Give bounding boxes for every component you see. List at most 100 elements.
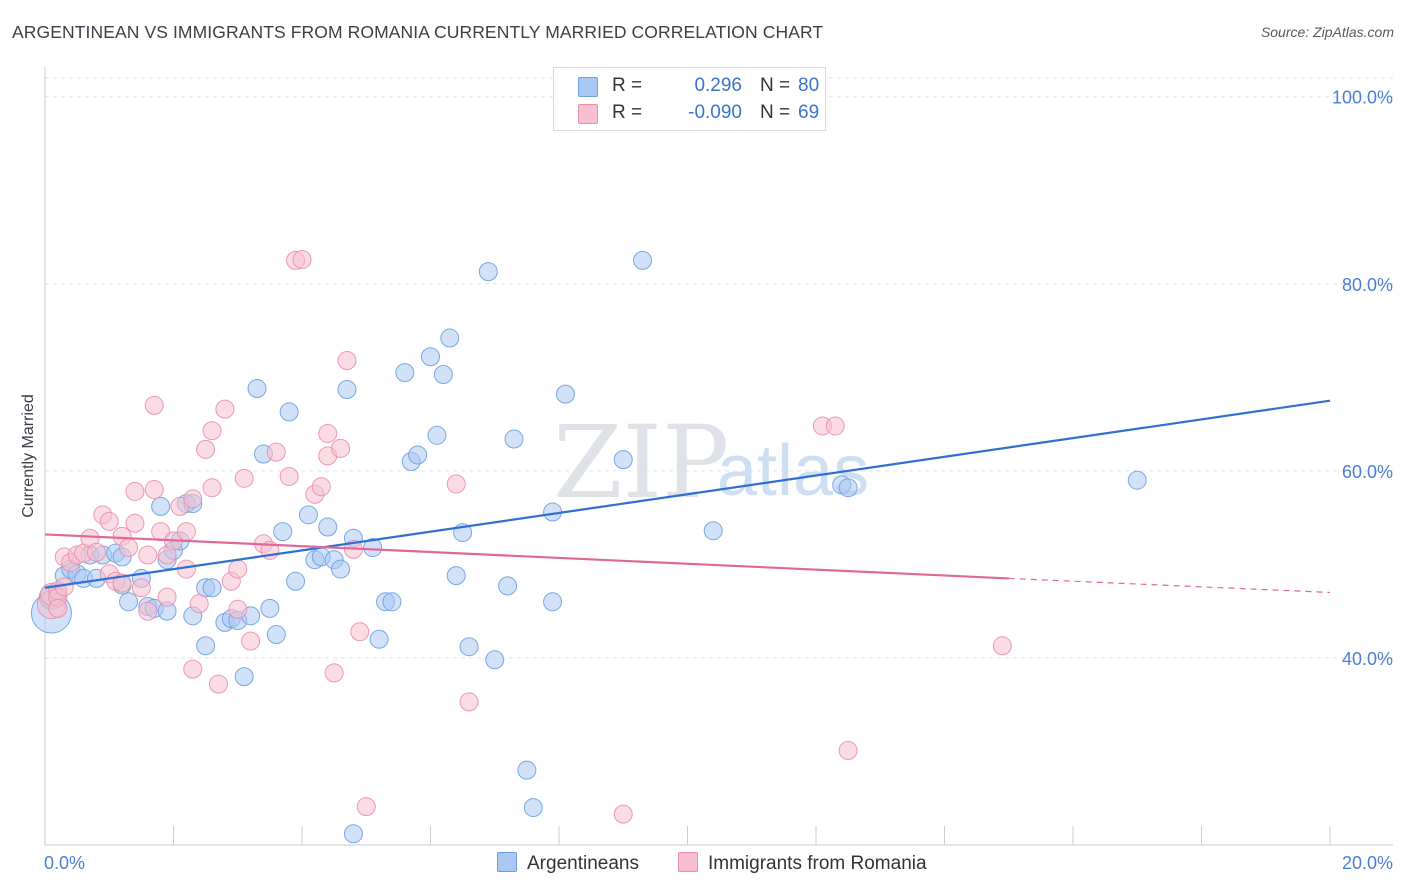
bottom-legend-argentineans: Argentineans <box>497 852 639 875</box>
bottom-legend-swatch-pink <box>678 852 698 872</box>
point-argentinean <box>440 328 460 348</box>
point-argentinean <box>446 566 466 586</box>
point-argentinean <box>119 592 139 612</box>
point-argentinean <box>504 429 524 449</box>
legend-swatch-blue <box>578 77 598 97</box>
point-romania <box>125 481 145 501</box>
trend-line-argentineans <box>44 399 1331 589</box>
point-romania <box>825 416 845 436</box>
bottom-legend-label: Argentineans <box>527 853 639 874</box>
point-argentinean <box>703 521 723 541</box>
point-romania <box>324 663 344 683</box>
legend-r-label: R = <box>612 102 643 123</box>
point-argentinean <box>363 538 383 558</box>
y-tick-label: 60.0% <box>1342 462 1393 482</box>
point-argentinean <box>555 384 575 404</box>
point-romania <box>202 478 222 498</box>
point-romania <box>459 692 479 712</box>
point-romania <box>157 587 177 607</box>
point-argentinean <box>247 379 267 399</box>
point-romania <box>446 474 466 494</box>
bottom-legend-label: Immigrants from Romania <box>708 853 927 874</box>
point-argentinean <box>613 450 633 470</box>
trend-line-romania <box>44 533 1009 580</box>
point-argentinean <box>633 250 653 270</box>
point-argentinean <box>318 517 338 537</box>
point-romania <box>228 559 248 579</box>
point-romania <box>48 598 68 618</box>
legend-n-value: 80 <box>798 75 820 96</box>
point-argentinean <box>408 445 428 465</box>
tick-labels: 40.0% 60.0% 80.0% 100.0% 0.0% 20.0% <box>44 88 1393 873</box>
point-argentinean <box>234 667 254 687</box>
point-romania <box>189 594 209 614</box>
point-argentinean <box>331 559 351 579</box>
x-tick-label: 20.0% <box>1342 853 1393 873</box>
point-argentinean <box>196 636 216 656</box>
legend-n-label: N = <box>760 75 791 96</box>
correlation-legend: R = 0.296 N = 80 R = -0.090 N = 69 <box>553 67 826 131</box>
point-romania <box>350 622 370 642</box>
point-argentinean <box>543 592 563 612</box>
bottom-legend-swatch-blue <box>497 852 517 872</box>
point-romania <box>337 350 357 370</box>
point-romania <box>99 511 119 531</box>
point-argentinean <box>459 637 479 657</box>
legend-r-value: 0.296 <box>694 75 742 96</box>
point-romania <box>311 477 331 497</box>
y-tick-label: 40.0% <box>1342 649 1393 669</box>
point-romania <box>176 522 196 542</box>
point-romania <box>131 578 151 598</box>
gridlines <box>45 77 1393 659</box>
point-argentinean <box>838 478 858 498</box>
legend-r-value: -0.090 <box>688 102 742 123</box>
point-romania <box>838 741 858 761</box>
y-tick-label: 100.0% <box>1332 88 1393 108</box>
point-romania <box>208 674 228 694</box>
point-argentinean <box>273 522 293 542</box>
point-argentinean <box>382 592 402 612</box>
point-romania <box>613 804 633 824</box>
point-romania <box>331 438 351 458</box>
point-argentinean <box>286 571 306 591</box>
point-romania <box>266 442 286 462</box>
y-tick-label: 80.0% <box>1342 275 1393 295</box>
point-argentinean <box>343 824 363 844</box>
point-romania <box>144 480 164 500</box>
point-argentinean <box>279 402 299 422</box>
watermark-zip: ZIP <box>553 404 729 521</box>
point-argentinean <box>427 425 447 445</box>
legend-n-value: 69 <box>798 102 820 123</box>
point-romania <box>234 468 254 488</box>
point-romania <box>356 797 376 817</box>
legend-r-label: R = <box>612 75 643 96</box>
source-label: Source: ZipAtlas.com <box>1260 24 1394 40</box>
point-romania <box>279 466 299 486</box>
point-romania <box>318 423 338 443</box>
bottom-legend-romania: Immigrants from Romania <box>678 852 927 875</box>
point-argentinean <box>485 650 505 670</box>
point-romania <box>138 601 158 621</box>
point-romania <box>119 538 139 558</box>
point-romania <box>112 573 132 593</box>
point-argentinean <box>517 760 537 780</box>
point-romania <box>202 421 222 441</box>
point-argentinean <box>337 379 357 399</box>
point-argentinean <box>202 578 222 598</box>
point-argentinean <box>421 347 440 367</box>
axes <box>44 67 1393 846</box>
point-argentinean <box>260 598 280 618</box>
point-argentinean <box>369 629 389 649</box>
point-romania <box>241 631 261 651</box>
x-tick-label: 0.0% <box>44 853 85 873</box>
point-argentinean <box>266 625 286 645</box>
point-romania <box>125 513 145 533</box>
point-argentinean <box>151 496 171 516</box>
legend-n-label: N = <box>760 102 791 123</box>
point-argentinean <box>433 365 453 385</box>
point-romania <box>292 249 312 269</box>
point-romania <box>196 439 216 459</box>
point-romania <box>86 542 106 562</box>
point-argentinean <box>523 798 543 818</box>
